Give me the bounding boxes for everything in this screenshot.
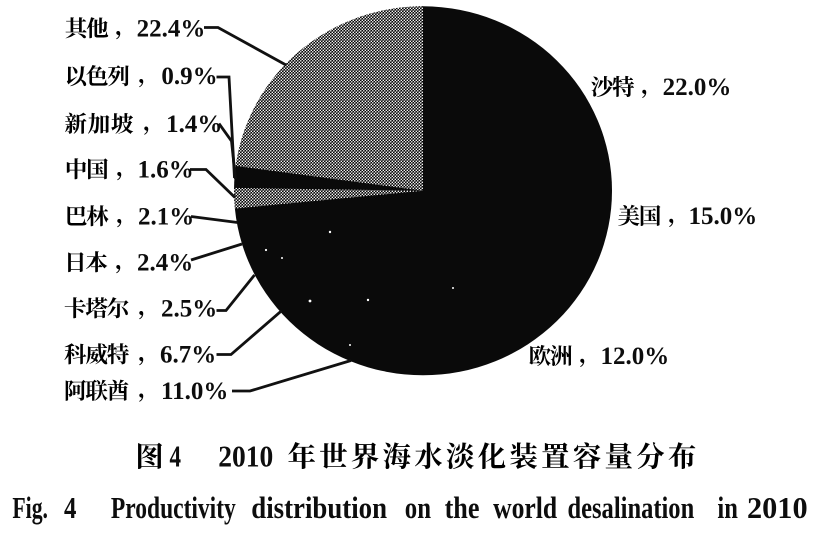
svg-text:world: world: [493, 491, 557, 525]
svg-text:in: in: [717, 491, 738, 525]
svg-text:22.0%: 22.0%: [663, 74, 732, 101]
svg-text:Productivity: Productivity: [111, 491, 236, 525]
svg-text:desalination: desalination: [568, 491, 695, 525]
svg-text:2010: 2010: [747, 491, 808, 525]
svg-text:22.4%: 22.4%: [137, 15, 206, 42]
svg-text:distribution: distribution: [251, 491, 387, 525]
svg-text:15.0%: 15.0%: [689, 203, 758, 230]
svg-text:4: 4: [64, 491, 76, 525]
svg-text:on: on: [405, 491, 431, 525]
svg-text:2.4%: 2.4%: [137, 249, 193, 276]
svg-text:2.1%: 2.1%: [138, 203, 194, 230]
svg-text:6.7%: 6.7%: [160, 341, 216, 368]
svg-text:2.5%: 2.5%: [161, 295, 217, 322]
svg-text:4: 4: [170, 439, 182, 474]
svg-text:1.4%: 1.4%: [166, 111, 222, 138]
svg-text:the: the: [445, 491, 480, 525]
svg-text:2010: 2010: [218, 439, 273, 474]
svg-text:Fig.: Fig.: [12, 491, 48, 525]
svg-text:1.6%: 1.6%: [138, 156, 194, 183]
svg-text:12.0%: 12.0%: [601, 343, 670, 370]
svg-text:11.0%: 11.0%: [161, 378, 228, 405]
svg-text:0.9%: 0.9%: [161, 63, 217, 90]
